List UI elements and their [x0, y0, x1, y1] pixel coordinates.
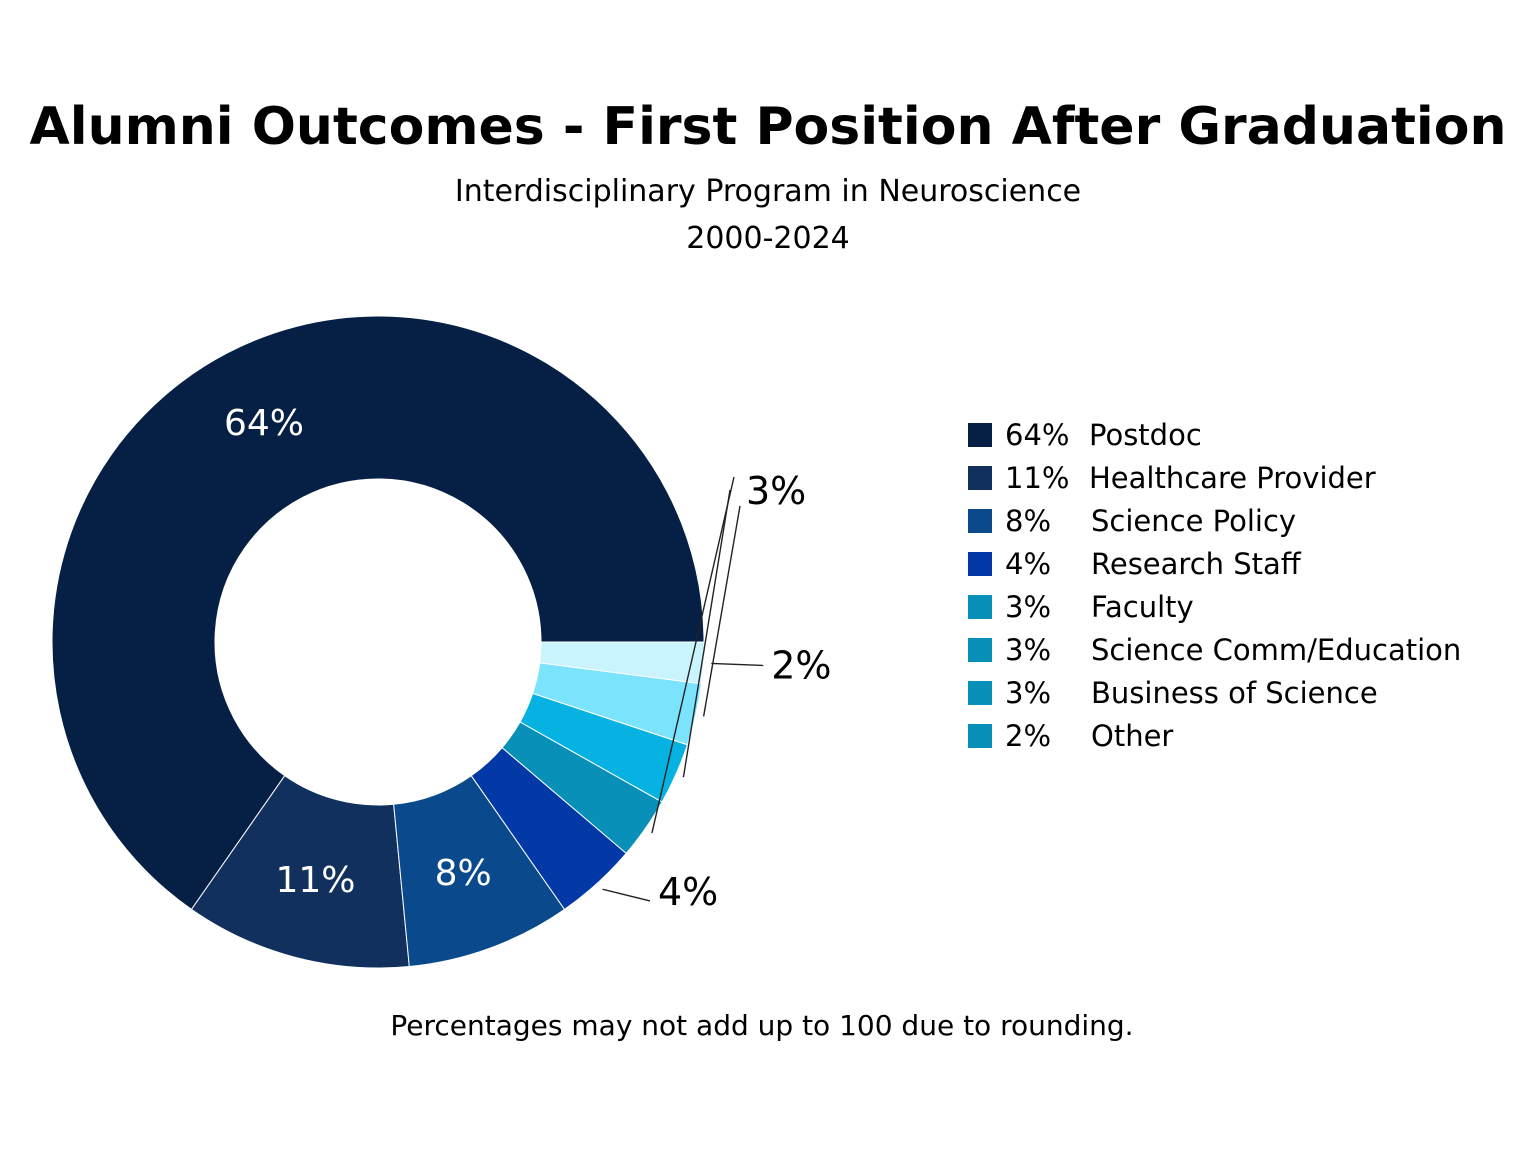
- legend-label: Postdoc: [1089, 418, 1202, 452]
- legend-percent: 4%: [1005, 547, 1052, 581]
- legend-item-science-comm-education: 3% Science Comm/Education: [968, 629, 1528, 672]
- legend-swatch: [968, 595, 992, 619]
- legend-item-faculty: 3% Faculty: [968, 586, 1528, 629]
- legend-percent: 8%: [1005, 504, 1052, 538]
- legend-item-postdoc: 64% Postdoc: [968, 414, 1528, 457]
- legend-item-science-policy: 8% Science Policy: [968, 500, 1528, 543]
- donut-slice-postdoc: [51, 315, 705, 911]
- legend-percent: 3%: [1005, 676, 1052, 710]
- chart-subtitle-program: Interdisciplinary Program in Neuroscienc…: [454, 174, 1082, 209]
- slice-label-science-policy: 8%: [435, 853, 492, 894]
- legend-swatch: [968, 681, 992, 705]
- donut-slice-other: [539, 641, 705, 685]
- legend-item-other: 2% Other: [968, 715, 1528, 758]
- slice-label-research-staff: 4%: [658, 870, 718, 914]
- legend-item-healthcare-provider: 11% Healthcare Provider: [968, 457, 1528, 500]
- leader-line-faculty: [651, 476, 735, 834]
- legend-item-business-of-science: 3% Business of Science: [968, 672, 1528, 715]
- legend-label: Other: [1091, 719, 1174, 753]
- legend-label: Healthcare Provider: [1089, 461, 1376, 495]
- chart-footnote: Percentages may not add up to 100 due to…: [390, 1009, 1134, 1042]
- legend-label: Business of Science: [1091, 676, 1378, 710]
- legend-label: Science Comm/Education: [1091, 633, 1462, 667]
- legend-label: Faculty: [1091, 590, 1194, 624]
- leader-line-other: [711, 662, 764, 667]
- legend-label: Research Staff: [1091, 547, 1301, 581]
- legend-swatch: [968, 638, 992, 662]
- legend-percent: 3%: [1005, 633, 1052, 667]
- legend-swatch: [968, 509, 992, 533]
- leader-line-science-comm-education: [682, 489, 731, 778]
- chart-title: Alumni Outcomes - First Position After G…: [29, 97, 1507, 157]
- leader-line-business-of-science: [702, 505, 741, 717]
- legend-percent: 3%: [1005, 590, 1052, 624]
- legend-swatch: [968, 466, 992, 490]
- chart-legend: 64% Postdoc 11% Healthcare Provider 8% Scienc…: [968, 414, 1528, 758]
- legend-percent: 11%: [1005, 461, 1070, 495]
- donut-slice-healthcare-provider: [190, 774, 410, 969]
- leader-line-research-staff: [602, 888, 651, 902]
- donut-chart: 64% 11% 8% 4% 3% 2%: [51, 315, 832, 969]
- chart-subtitle-years: 2000-2024: [686, 221, 850, 256]
- slice-label-healthcare-provider: 11%: [275, 860, 355, 901]
- legend-swatch: [968, 423, 992, 447]
- slice-label-three-percent-group: 3%: [746, 469, 806, 513]
- legend-item-research-staff: 4% Research Staff: [968, 543, 1528, 586]
- legend-swatch: [968, 724, 992, 748]
- slice-label-postdoc: 64%: [224, 403, 304, 444]
- legend-swatch: [968, 552, 992, 576]
- legend-percent: 64%: [1005, 418, 1070, 452]
- legend-percent: 2%: [1005, 719, 1052, 753]
- legend-label: Science Policy: [1091, 504, 1297, 538]
- slice-label-other: 2%: [771, 643, 831, 687]
